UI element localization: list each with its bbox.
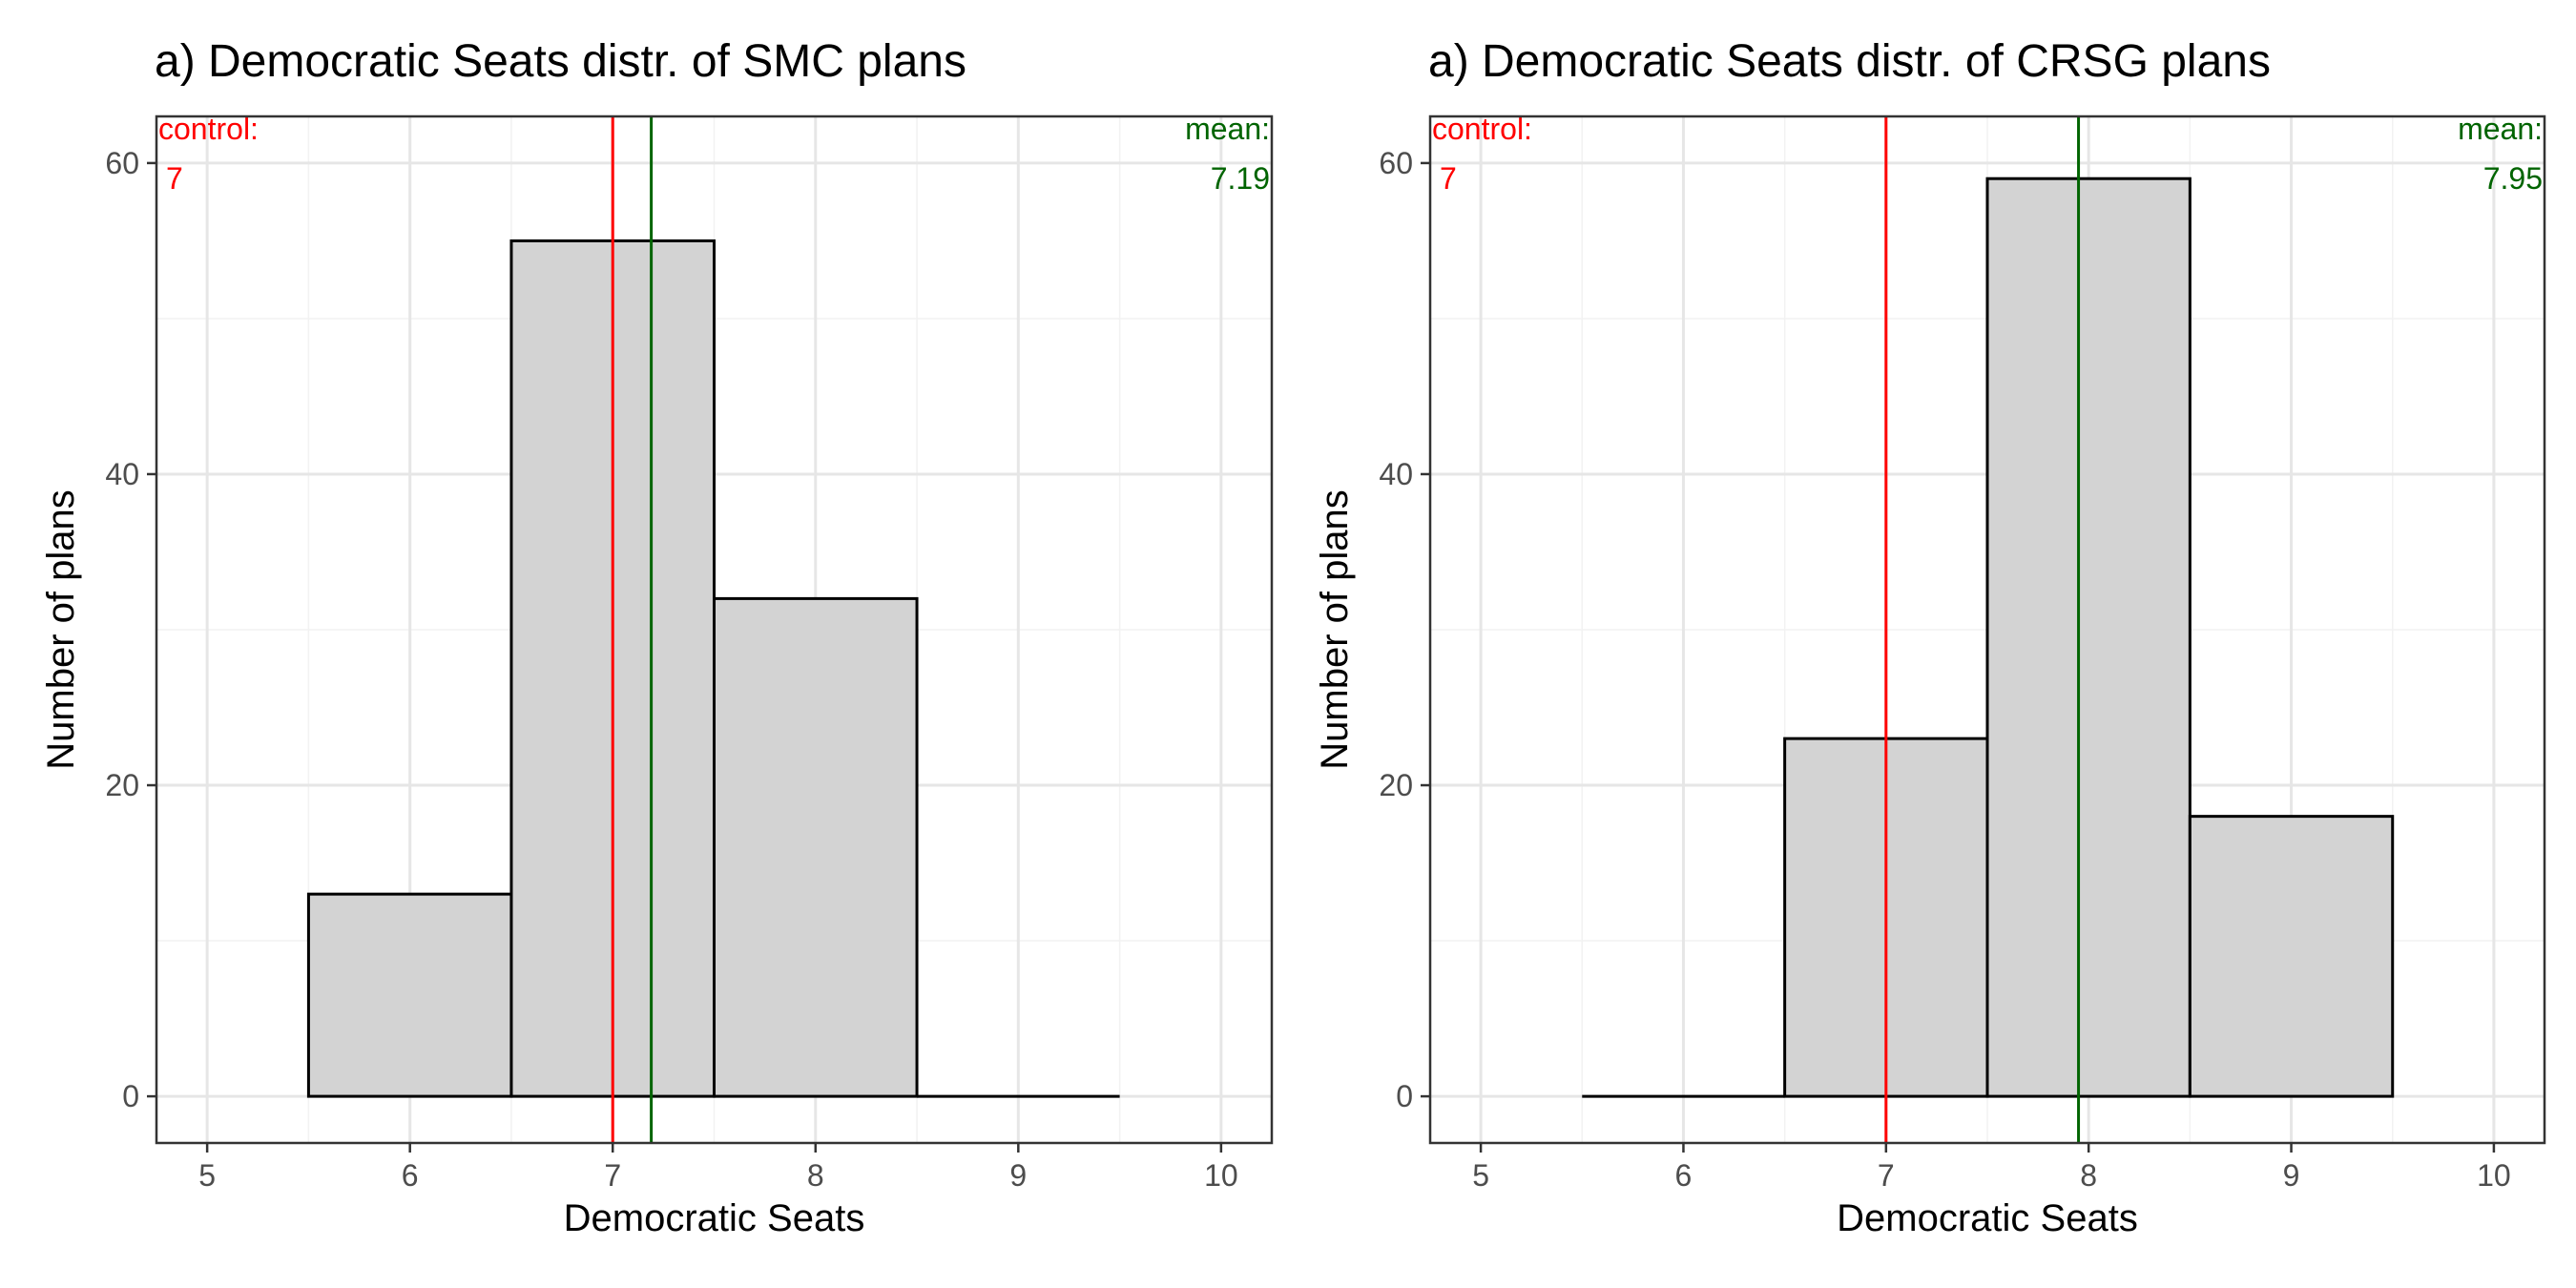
x-tick-label: 10 xyxy=(2477,1158,2511,1193)
x-tick-label: 8 xyxy=(2080,1158,2097,1193)
x-axis-title: Democratic Seats xyxy=(1837,1197,2138,1239)
x-tick-label: 5 xyxy=(1472,1158,1489,1193)
y-axis-title: Number of plans xyxy=(40,489,82,769)
y-tick-label: 0 xyxy=(1396,1079,1413,1113)
x-tick-label: 9 xyxy=(2283,1158,2300,1193)
plot-border xyxy=(1428,114,2546,1145)
chart-title: a) Democratic Seats distr. of CRSG plans xyxy=(1428,36,2271,87)
y-axis-title: Number of plans xyxy=(1314,489,1356,769)
x-tick-label: 6 xyxy=(402,1158,419,1193)
y-tick-label: 20 xyxy=(1379,768,1413,802)
x-tick-label: 5 xyxy=(198,1158,216,1193)
histogram-bar xyxy=(2188,815,2395,1098)
histogram-bar xyxy=(713,596,919,1098)
y-tick-label: 40 xyxy=(1379,457,1413,491)
y-tick-label: 60 xyxy=(1379,146,1413,180)
y-tick-label: 40 xyxy=(105,457,139,491)
plot-border xyxy=(155,114,1274,1145)
x-tick-label: 9 xyxy=(1009,1158,1027,1193)
mean-value: 7.95 xyxy=(2483,161,2543,196)
chart-title: a) Democratic Seats distr. of SMC plans xyxy=(155,36,966,87)
histogram-bar xyxy=(306,892,513,1098)
x-tick-label: 8 xyxy=(807,1158,824,1193)
x-tick-label: 10 xyxy=(1204,1158,1238,1193)
x-axis-title: Democratic Seats xyxy=(564,1197,865,1239)
control-value: 7 xyxy=(166,161,183,196)
control-value: 7 xyxy=(1440,161,1457,196)
mean-value: 7.19 xyxy=(1211,161,1270,196)
y-tick-label: 60 xyxy=(105,146,139,180)
y-tick-label: 0 xyxy=(122,1079,139,1113)
x-tick-label: 7 xyxy=(1878,1158,1895,1193)
histogram-bar xyxy=(1985,177,2192,1098)
y-tick-label: 20 xyxy=(105,768,139,802)
x-tick-label: 7 xyxy=(604,1158,621,1193)
x-tick-label: 6 xyxy=(1675,1158,1693,1193)
